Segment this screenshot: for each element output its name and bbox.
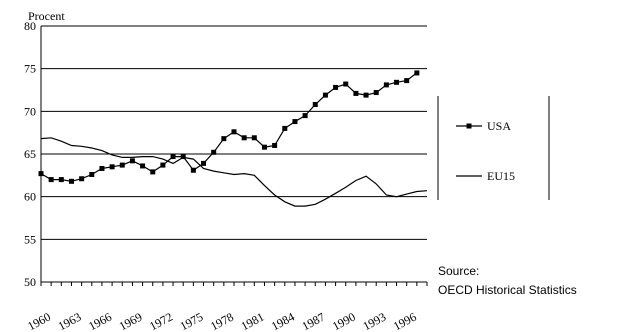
- y-tick-label: 60: [24, 190, 36, 204]
- data-point-usa: [363, 92, 369, 98]
- y-axis-label: Procent: [28, 9, 65, 23]
- data-point-usa: [180, 154, 186, 160]
- data-point-usa: [79, 176, 85, 182]
- legend-marker-usa: [466, 123, 472, 129]
- data-point-usa: [394, 79, 400, 85]
- data-point-usa: [140, 163, 146, 169]
- x-tick-label: 1996: [391, 310, 419, 332]
- data-point-usa: [312, 102, 318, 108]
- data-point-usa: [231, 129, 237, 135]
- data-point-usa: [272, 142, 278, 148]
- data-point-usa: [211, 149, 217, 155]
- x-tick-label: 1972: [147, 310, 175, 332]
- x-tick-label: 1981: [239, 310, 267, 332]
- y-tick-label: 70: [24, 104, 36, 118]
- y-tick-label: 80: [24, 19, 36, 33]
- y-tick-label: 65: [24, 147, 36, 161]
- data-point-usa: [241, 135, 247, 141]
- x-tick-label: 1960: [25, 310, 53, 332]
- y-tick-label: 55: [24, 232, 36, 246]
- data-point-usa: [404, 78, 410, 84]
- x-tick-label: 1978: [208, 310, 236, 332]
- data-point-usa: [261, 144, 267, 150]
- data-point-usa: [119, 162, 125, 168]
- x-tick-label: 1963: [56, 310, 84, 332]
- data-point-usa: [373, 90, 379, 96]
- y-tick-label: 50: [24, 275, 36, 289]
- data-point-usa: [333, 84, 339, 90]
- data-point-usa: [160, 162, 166, 168]
- data-point-usa: [201, 160, 207, 166]
- data-point-usa: [89, 171, 95, 177]
- series-line-eu15: [40, 137, 428, 207]
- data-point-usa: [282, 125, 288, 131]
- data-point-usa: [170, 154, 176, 160]
- data-point-usa: [190, 167, 196, 173]
- gridlines: [40, 25, 428, 286]
- data-point-usa: [150, 169, 156, 175]
- y-tick-label: 75: [24, 62, 36, 76]
- x-tick-label: 1984: [269, 310, 297, 332]
- data-point-usa: [38, 171, 44, 177]
- data-point-usa: [129, 158, 135, 164]
- x-tick-label: 1993: [360, 310, 388, 332]
- x-tick-label: 1966: [86, 310, 114, 332]
- legend-entry-eu15: EU15: [487, 169, 515, 183]
- data-point-usa: [322, 92, 328, 98]
- data-point-usa: [48, 177, 54, 183]
- source-label: Source:: [438, 264, 480, 278]
- data-point-usa: [109, 164, 115, 170]
- data-point-usa: [292, 119, 298, 125]
- x-tick-label: 1990: [330, 310, 358, 332]
- legend-entry-usa: USA: [487, 119, 511, 133]
- data-point-usa: [68, 178, 74, 184]
- x-tick-label: 1975: [178, 310, 206, 332]
- x-tick-label: 1969: [117, 310, 145, 332]
- legend: USA EU15: [437, 96, 550, 200]
- data-point-usa: [353, 90, 359, 96]
- data-point-usa: [383, 82, 389, 88]
- y-tick-labels: 50 55 60 65 70 75 80: [24, 19, 36, 289]
- data-point-usa: [221, 136, 227, 142]
- data-point-usa: [99, 166, 105, 172]
- x-tick-label: 1987: [300, 310, 328, 332]
- source-text: OECD Historical Statistics: [438, 283, 577, 297]
- data-point-usa: [58, 177, 64, 183]
- data-point-usa: [251, 135, 257, 141]
- x-tick-labels: 1960 1963 1966 1969 1972 1975 1978 1981 1984 1987…: [25, 310, 418, 332]
- series-layer: [38, 70, 428, 207]
- data-point-usa: [343, 81, 349, 87]
- series-line-usa: [40, 72, 418, 182]
- data-point-usa: [414, 70, 420, 76]
- data-point-usa: [302, 113, 308, 119]
